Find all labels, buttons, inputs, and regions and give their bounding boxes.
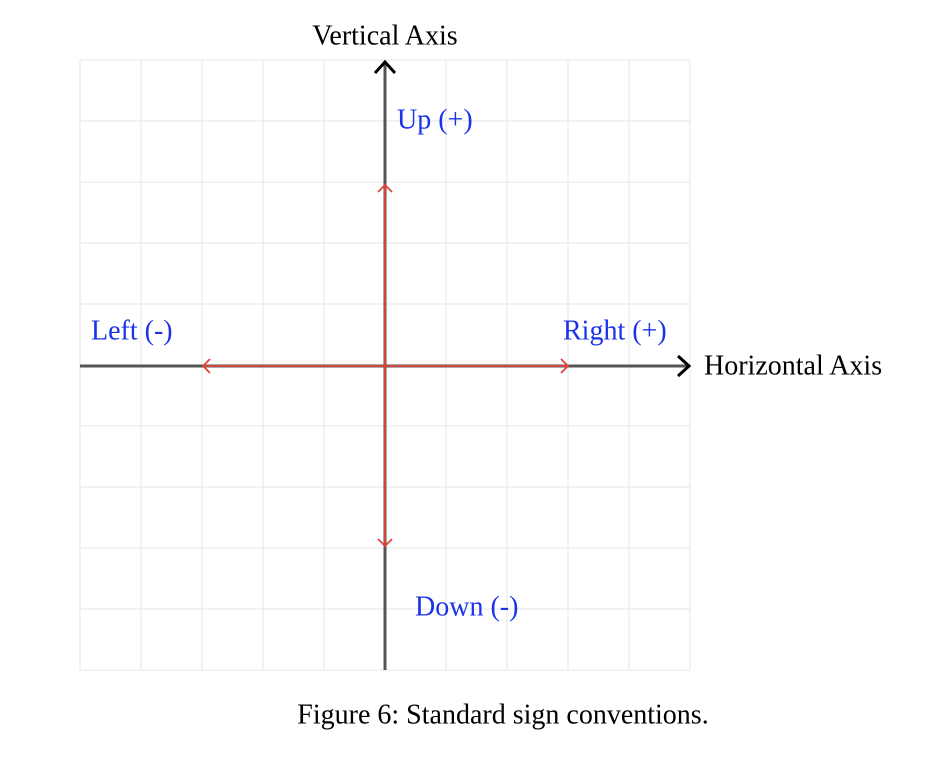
up-label: Up (+) bbox=[397, 104, 473, 135]
down-label: Down (-) bbox=[415, 591, 518, 622]
left-arrowhead bbox=[201, 358, 211, 374]
up-arrowhead bbox=[377, 183, 393, 193]
down-arrowhead bbox=[377, 538, 393, 548]
right-arrowhead bbox=[560, 358, 570, 374]
caption: Figure 6: Standard sign conventions. bbox=[297, 699, 708, 730]
left-label: Left (-) bbox=[91, 315, 173, 346]
horizontal-axis-arrowhead bbox=[676, 354, 692, 378]
horizontal-axis-label: Horizontal Axis bbox=[704, 350, 882, 381]
vertical-axis-arrowhead bbox=[373, 59, 397, 75]
vertical-axis-label: Vertical Axis bbox=[312, 20, 457, 51]
right-label: Right (+) bbox=[563, 315, 667, 346]
